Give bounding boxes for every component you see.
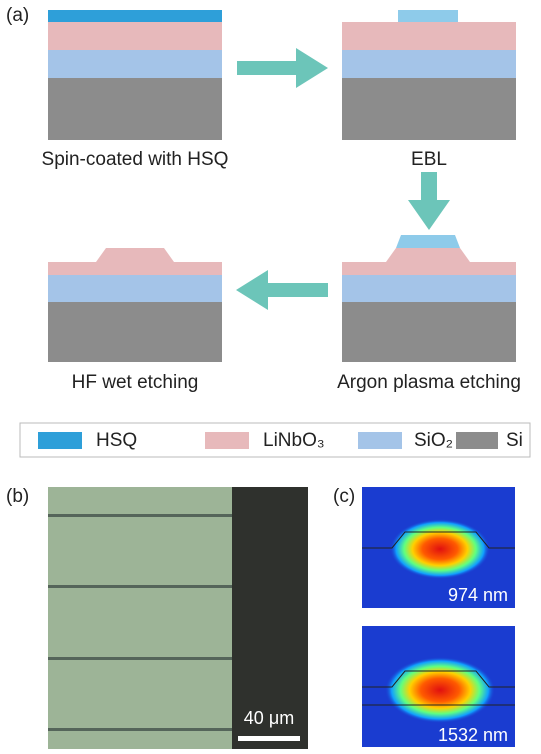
legend-label: SiO₂ (414, 430, 453, 451)
stack-argon (342, 235, 516, 362)
mode-profile (362, 626, 515, 747)
step-caption: HF wet etching (72, 372, 199, 393)
mode-label: 1532 nm (438, 725, 508, 745)
panel-label: (a) (6, 5, 29, 26)
step-caption: EBL (411, 149, 447, 170)
panel-label: (b) (6, 486, 29, 507)
legend-swatch (456, 432, 498, 449)
legend-swatch (38, 432, 82, 449)
arrow-right (237, 48, 328, 88)
arrow-left (236, 270, 328, 310)
stack-ebl (342, 10, 516, 140)
panel-label: (c) (333, 486, 355, 507)
legend-label: HSQ (96, 430, 137, 451)
legend-swatch (205, 432, 249, 449)
mode-profile (362, 487, 515, 608)
mode-label: 974 nm (448, 585, 508, 605)
legend-box (19, 422, 531, 458)
step-caption: Spin-coated with HSQ (42, 149, 229, 170)
arrow-down (408, 172, 450, 230)
legend-label: LiNbO₃ (263, 430, 325, 451)
micrograph (48, 487, 308, 749)
stack-spin-coat (48, 10, 222, 140)
legend-label: Si (506, 430, 523, 451)
scale-bar-label: 40 μm (244, 708, 294, 728)
step-caption: Argon plasma etching (337, 372, 521, 393)
stack-hf (48, 248, 222, 362)
legend-swatch (358, 432, 402, 449)
